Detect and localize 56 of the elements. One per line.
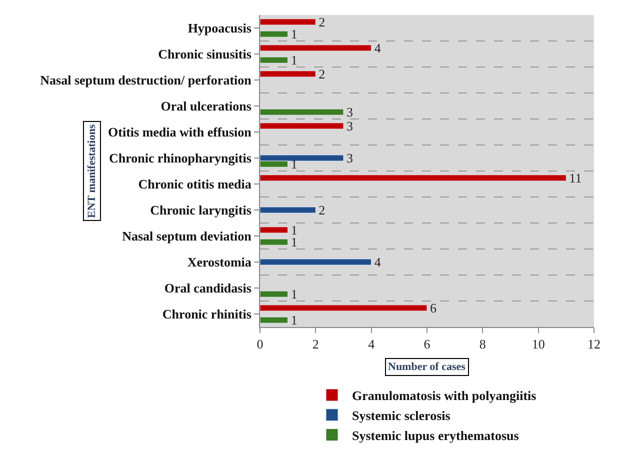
data-label: 2 — [318, 66, 326, 82]
bar — [260, 206, 316, 214]
data-label: 3 — [346, 150, 353, 166]
bar — [260, 316, 288, 324]
bar — [260, 238, 288, 246]
x-tick-label: 6 — [424, 336, 431, 352]
data-label: 6 — [430, 300, 437, 316]
legend-label: Systemic lupus erythematosus — [352, 428, 519, 443]
y-tick-label: Oral candidasis — [164, 280, 252, 296]
y-tick-label: Chronic laryngitis — [150, 202, 252, 218]
data-label: 4 — [374, 254, 382, 270]
x-tick-label: 0 — [256, 336, 264, 352]
data-label: 1 — [290, 286, 298, 302]
y-tick-label: Oral ulcerations — [160, 98, 252, 114]
y-tick-label: Chronic sinusitis — [158, 46, 252, 62]
y-tick-label: Chronic rhinopharyngitis — [108, 150, 252, 166]
y-axis-title: ENT manifestations — [86, 124, 98, 218]
data-label: 3 — [346, 104, 353, 120]
bar — [260, 44, 372, 52]
legend-label: Granulomatosis with polyangiitis — [352, 388, 536, 404]
bar — [260, 108, 344, 116]
bar — [260, 258, 372, 266]
data-label: 1 — [290, 156, 298, 172]
x-axis-title: Number of cases — [388, 361, 466, 373]
data-label: 3 — [346, 118, 353, 134]
data-label: 1 — [290, 52, 298, 68]
bar — [260, 30, 288, 38]
bar — [260, 226, 288, 234]
x-tick-label: 12 — [588, 336, 600, 352]
data-label: 11 — [569, 170, 582, 186]
bar — [260, 18, 316, 26]
y-tick-label: Chronic rhinitis — [162, 306, 252, 322]
data-label: 2 — [318, 14, 326, 30]
y-tick-label: Nasal septum destruction/ perforation — [40, 72, 252, 88]
bar — [260, 290, 288, 298]
x-tick-label: 4 — [368, 336, 376, 352]
data-label: 4 — [374, 40, 382, 56]
bar — [260, 174, 566, 182]
bar — [260, 122, 344, 130]
data-label: 1 — [290, 222, 298, 238]
legend-label: Systemic sclerosis — [352, 408, 450, 423]
x-tick-label: 10 — [532, 336, 545, 352]
bar — [260, 56, 288, 64]
bar — [260, 70, 316, 78]
x-tick-label: 2 — [312, 336, 319, 352]
data-label: 1 — [290, 312, 298, 328]
data-label: 2 — [318, 202, 326, 218]
y-tick-label: Nasal septum deviation — [122, 228, 252, 244]
data-label: 1 — [290, 234, 298, 250]
y-tick-label: Otitis media with effusion — [108, 124, 252, 140]
data-label: 1 — [290, 26, 298, 42]
bar — [260, 304, 428, 312]
y-tick-label: Xerostomia — [187, 254, 252, 270]
y-tick-label: Hypoacusis — [188, 20, 252, 36]
y-tick-label: Chronic otitis media — [138, 176, 252, 192]
x-tick-label: 8 — [479, 336, 486, 352]
